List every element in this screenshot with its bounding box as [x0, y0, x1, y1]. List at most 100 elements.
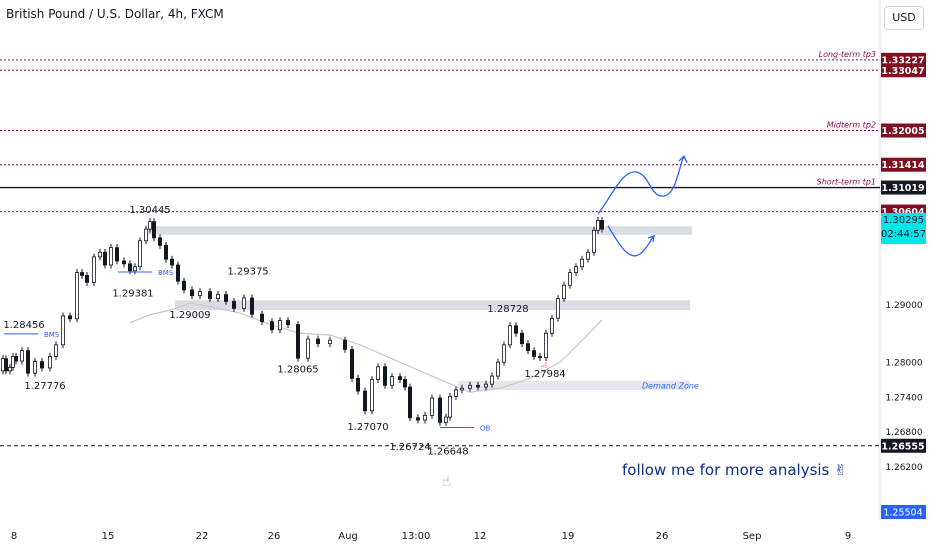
price-annotation: 1.27776 [24, 381, 65, 392]
candle-body [600, 220, 605, 230]
chart-title: British Pound / U.S. Dollar, 4h, FXCM [6, 7, 224, 21]
candle-body [475, 384, 480, 388]
candle-body [596, 220, 601, 231]
x-tick-label: Aug [338, 531, 358, 542]
x-tick-label: 15 [102, 531, 115, 542]
currency-button[interactable]: USD [884, 6, 924, 30]
candle-body [181, 280, 186, 291]
candle-body [151, 221, 156, 239]
candle-body [169, 258, 174, 266]
candle-body [397, 376, 402, 380]
candle-body [467, 384, 472, 389]
candle-body [92, 256, 97, 283]
candle-body [231, 301, 236, 309]
candle-body [19, 350, 24, 362]
level-price-label: 1.30604 [881, 207, 925, 218]
candle-body [382, 366, 387, 386]
candle-body [550, 317, 555, 334]
candle-body [544, 332, 549, 358]
candle-body [556, 298, 561, 319]
structure-marker: BMS [158, 269, 174, 277]
candle-body [189, 289, 194, 297]
candle-body [574, 266, 579, 273]
x-tick-label: 26 [656, 531, 669, 542]
candle-body [501, 344, 506, 363]
candle-body [520, 332, 525, 345]
bottom-price-label: 1.25504 [883, 508, 922, 519]
candle-body [429, 397, 434, 416]
candle-body [4, 358, 9, 372]
y-tick-label: 1.26800 [885, 428, 922, 438]
candle-body [327, 339, 332, 345]
candle-body [157, 237, 162, 246]
candle-body [305, 338, 310, 359]
structure-marker: OB [480, 425, 491, 433]
candle-body [259, 313, 264, 323]
candle-body [143, 228, 148, 242]
candle-body [375, 366, 380, 380]
x-tick-label: 26 [268, 531, 281, 542]
level-label: Short-term tp1 [817, 178, 876, 187]
candle-body [98, 251, 103, 258]
candle-body [40, 361, 45, 369]
level-price-tag [881, 180, 926, 195]
candle-body [349, 349, 354, 379]
level-price-tag [881, 63, 926, 78]
candle-body [7, 366, 12, 372]
candle-body [362, 390, 367, 412]
candle-body [447, 395, 452, 418]
candle-body [342, 339, 347, 350]
projection-path-down [607, 225, 655, 257]
candle-body [489, 375, 494, 385]
candle-body [103, 251, 108, 266]
candle-body [68, 315, 73, 320]
price-annotation: 1.27070 [347, 422, 388, 433]
candle-body [437, 397, 442, 423]
candle-body [495, 361, 500, 377]
candle-body [277, 320, 282, 331]
zone-rect [175, 300, 690, 311]
candle-body [592, 229, 597, 253]
candle-body [25, 350, 30, 374]
candle-body [127, 263, 132, 272]
x-tick-label: 8 [11, 531, 17, 542]
price-annotation: 1.26648 [427, 446, 468, 457]
demand-zone-label: Demand Zone [642, 382, 699, 391]
price-annotation: 1.28065 [277, 364, 318, 375]
candle-body [109, 247, 114, 266]
candle-body [526, 343, 531, 352]
candle-body [389, 376, 394, 386]
candle-body [223, 294, 228, 302]
price-annotation: 1.28728 [487, 304, 528, 315]
x-tick-label: 9 [845, 531, 851, 542]
level-price-label: 1.32005 [881, 126, 924, 137]
price-annotation: 1.30445 [129, 205, 170, 216]
projection-arrow-up [678, 154, 688, 164]
level-label: Long-term tp3 [819, 50, 876, 59]
zone-rect [458, 380, 690, 390]
level-price-tag [881, 438, 926, 453]
hand-pointer-icon: ☝ [442, 474, 451, 490]
candle-body [562, 284, 567, 299]
candle-body [586, 251, 591, 260]
level-price-label: 1.33047 [881, 66, 924, 77]
candle-body [507, 325, 512, 346]
candle-body [532, 350, 537, 357]
y-tick-label: 1.26200 [885, 463, 922, 473]
candle-body [175, 264, 180, 282]
candle-body [122, 260, 127, 265]
candle-body [197, 291, 202, 297]
level-price-label: 1.31019 [881, 183, 924, 194]
x-tick-label: Sep [743, 531, 762, 542]
candle-body [285, 320, 290, 325]
candle-body [269, 321, 274, 331]
candle-body [13, 356, 18, 362]
zone-rect [148, 226, 692, 235]
candle-body [459, 387, 464, 391]
candle-body [80, 272, 85, 276]
candle-body [538, 356, 543, 358]
candle-body [249, 297, 254, 315]
level-label: Midterm tp2 [827, 121, 876, 130]
follow-text: follow me for more analysis ✌ [622, 461, 847, 479]
